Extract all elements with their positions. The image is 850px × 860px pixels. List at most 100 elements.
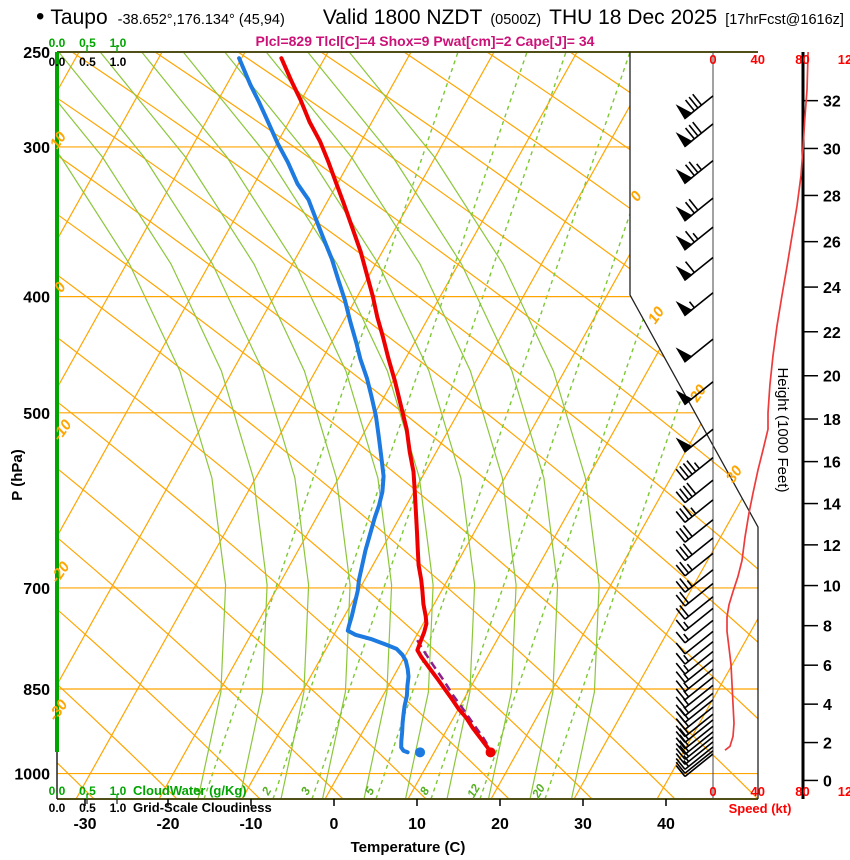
speed-tick-label: 0 bbox=[709, 52, 716, 67]
mixing-ratio-label: 20 bbox=[529, 781, 548, 801]
speed-tick-label: 12 bbox=[838, 52, 850, 67]
cloudiness-scale-label: 1.0 bbox=[110, 801, 127, 815]
surface-temperature-dot bbox=[485, 747, 496, 758]
wind-barb bbox=[675, 736, 714, 761]
height-tick-label: 32 bbox=[823, 94, 841, 111]
cloudiness-scale-label: 0.0 bbox=[49, 801, 66, 815]
isotherm-label: 30 bbox=[723, 462, 747, 486]
height-tick-label: 16 bbox=[823, 455, 841, 472]
wind-barb bbox=[675, 607, 714, 632]
speed-tick-label: 40 bbox=[751, 784, 765, 799]
dry-adiabat-line bbox=[403, 52, 758, 799]
height-tick-label: 6 bbox=[823, 658, 832, 675]
wind-barb bbox=[675, 731, 714, 756]
wind-barb bbox=[675, 121, 714, 148]
speed-tick-label: 40 bbox=[751, 52, 765, 67]
temperature-tick-label: 10 bbox=[408, 816, 426, 833]
pressure-tick-label: 700 bbox=[23, 581, 50, 598]
temperature-tick-label: -20 bbox=[156, 816, 179, 833]
wind-barb bbox=[675, 676, 714, 701]
height-tick-label: 28 bbox=[823, 188, 841, 205]
cloudwater-scale-label: 0.5 bbox=[79, 784, 96, 798]
dry-adiabat-line bbox=[154, 52, 758, 799]
isotherm-line bbox=[158, 52, 578, 799]
speed-axis-title: Speed (kt) bbox=[729, 801, 792, 816]
cloudiness-scale-label: 1.0 bbox=[110, 55, 127, 69]
temperature-tick-label: -30 bbox=[73, 816, 96, 833]
mixing-ratio-line bbox=[311, 52, 567, 799]
cloudiness-axis-title: Grid-Scale Cloudiness bbox=[133, 800, 272, 815]
temperature-tick-label: 30 bbox=[574, 816, 592, 833]
mixing-ratio-label: 2 bbox=[258, 784, 274, 798]
speed-tick-label: 0 bbox=[709, 784, 716, 799]
wind-barb bbox=[675, 381, 714, 406]
cloudiness-scale-label: 0.0 bbox=[49, 55, 66, 69]
stability-parameters: Plcl=829 Tlcl[C]=4 Shox=9 Pwat[cm]=2 Cap… bbox=[255, 33, 595, 49]
isotherm-label: -10 bbox=[49, 416, 76, 444]
moist-adiabat-line bbox=[141, 52, 393, 799]
station-name: Taupo bbox=[50, 6, 108, 29]
speed-tick-label: 80 bbox=[795, 52, 809, 67]
mixing-ratio-line bbox=[375, 52, 631, 799]
isotherm-label: -20 bbox=[47, 558, 74, 586]
wind-barbs bbox=[675, 93, 714, 778]
isotherm-line bbox=[573, 52, 758, 799]
isotherm-label: 10 bbox=[47, 128, 71, 152]
dry-adiabat-line bbox=[57, 52, 758, 799]
mixing-ratio-label: 12 bbox=[464, 781, 483, 800]
pressure-axis-title: P (hPa) bbox=[9, 449, 26, 500]
wind-barb bbox=[675, 159, 714, 185]
moist-adiabat-line bbox=[348, 52, 600, 799]
dry-adiabat-line bbox=[57, 52, 510, 799]
wind-barb bbox=[675, 93, 714, 120]
moist-adiabat-line bbox=[307, 52, 559, 799]
cloudwater-scale-label: 0.0 bbox=[49, 784, 66, 798]
speed-tick-label: 12 bbox=[838, 784, 850, 799]
height-tick-label: 18 bbox=[823, 412, 841, 429]
temperature-tick-label: 40 bbox=[657, 816, 675, 833]
wind-barb bbox=[675, 457, 714, 481]
isotherm-line bbox=[490, 52, 758, 799]
wind-barb bbox=[675, 479, 714, 504]
mixing-ratio-label: 3 bbox=[298, 784, 314, 797]
isotherm-line bbox=[57, 52, 163, 799]
cloudwater-scale-label: 1.0 bbox=[110, 36, 127, 50]
wind-barb bbox=[675, 569, 714, 593]
forecast-run: [17hrFcst@1616z] bbox=[725, 12, 844, 28]
wind-barb bbox=[675, 684, 714, 709]
height-tick-label: 20 bbox=[823, 369, 841, 386]
wind-barb bbox=[675, 292, 714, 317]
height-tick-label: 14 bbox=[823, 497, 841, 514]
wind-barb bbox=[675, 582, 714, 607]
wind-barb bbox=[675, 640, 714, 665]
isotherm-labels: 100-10-20-300102030 bbox=[45, 128, 746, 724]
wind-speed-curve bbox=[724, 51, 809, 751]
dry-adiabat-line bbox=[71, 52, 758, 799]
wind-barb bbox=[675, 713, 714, 738]
height-tick-label: 22 bbox=[823, 325, 841, 342]
wind-barb bbox=[675, 596, 714, 620]
moist-adiabat-line bbox=[99, 52, 351, 799]
wind-barb bbox=[675, 630, 714, 655]
pressure-tick-label: 250 bbox=[23, 45, 50, 62]
wind-barb bbox=[675, 428, 714, 453]
wind-barb bbox=[675, 750, 714, 774]
pressure-tick-label: 300 bbox=[23, 140, 50, 157]
height-tick-label: 0 bbox=[823, 773, 832, 790]
pressure-tick-label: 1000 bbox=[14, 767, 50, 784]
wind-barb bbox=[675, 499, 714, 523]
wind-barb bbox=[675, 537, 714, 562]
wind-barb bbox=[675, 256, 714, 282]
isotherm-label: -30 bbox=[45, 696, 72, 724]
valid-date: THU 18 Dec 2025 bbox=[549, 6, 718, 29]
height-tick-label: 26 bbox=[823, 235, 841, 252]
background-grid bbox=[57, 52, 758, 799]
moist-adiabat-line bbox=[58, 52, 310, 799]
isotherm-line bbox=[57, 52, 412, 799]
cloudwater-scale-label: 0.0 bbox=[49, 36, 66, 50]
temperature-curve bbox=[279, 56, 493, 755]
wind-barb bbox=[675, 519, 714, 543]
